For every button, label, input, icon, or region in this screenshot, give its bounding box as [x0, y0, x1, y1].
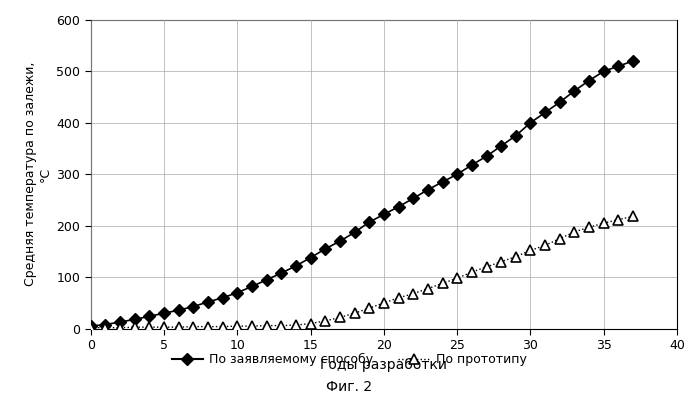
Text: Фиг. 2: Фиг. 2	[326, 380, 372, 394]
Legend: По заявляемому способу, По прототипу: По заявляемому способу, По прототипу	[172, 353, 526, 366]
X-axis label: Годы разработки: Годы разработки	[320, 358, 447, 372]
Y-axis label: Средняя температура по залежи,
°С: Средняя температура по залежи, °С	[24, 62, 52, 286]
